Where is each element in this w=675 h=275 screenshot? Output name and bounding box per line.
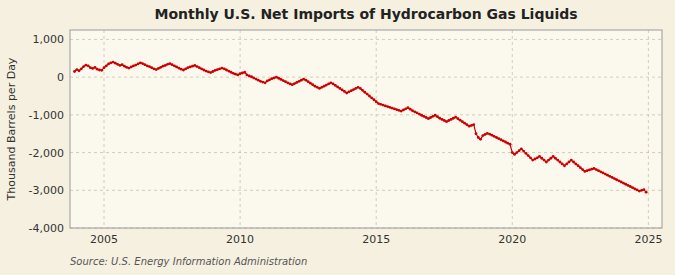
y-tick-label: -4,000 bbox=[29, 222, 64, 235]
point bbox=[568, 161, 571, 164]
point bbox=[375, 100, 378, 103]
point bbox=[645, 191, 648, 194]
y-grid-line bbox=[70, 39, 662, 40]
point bbox=[547, 159, 550, 162]
point bbox=[574, 162, 577, 165]
point bbox=[511, 151, 514, 154]
point bbox=[103, 66, 106, 69]
x-tick-label: 2020 bbox=[498, 233, 526, 246]
point bbox=[479, 138, 482, 141]
y-tick-label: 0 bbox=[57, 71, 64, 84]
point bbox=[363, 91, 366, 94]
x-tick-label: 2010 bbox=[226, 233, 254, 246]
point bbox=[459, 119, 462, 122]
x-tick-label: 2015 bbox=[362, 233, 390, 246]
point bbox=[509, 143, 512, 146]
x-tick-label: 2005 bbox=[90, 233, 118, 246]
point bbox=[561, 162, 564, 165]
point bbox=[540, 157, 543, 160]
point bbox=[565, 162, 568, 165]
plot-frame bbox=[70, 30, 662, 228]
point bbox=[570, 159, 573, 162]
point bbox=[552, 155, 555, 158]
point bbox=[87, 64, 90, 67]
point bbox=[513, 153, 516, 156]
point bbox=[366, 93, 369, 96]
x-grid-line bbox=[512, 30, 513, 228]
point bbox=[579, 166, 582, 169]
point bbox=[243, 71, 246, 74]
x-grid-line bbox=[648, 30, 649, 228]
point bbox=[520, 147, 523, 150]
point bbox=[554, 157, 557, 160]
x-tick-label: 2025 bbox=[634, 233, 662, 246]
point bbox=[572, 161, 575, 164]
title: Monthly U.S. Net Imports of Hydrocarbon … bbox=[154, 6, 577, 22]
point bbox=[545, 161, 548, 164]
point bbox=[538, 155, 541, 158]
y-tick-label: -3,000 bbox=[29, 184, 64, 197]
source-note: Source: U.S. Energy Information Administ… bbox=[70, 256, 307, 267]
point bbox=[543, 159, 546, 162]
point bbox=[100, 69, 103, 72]
point bbox=[559, 161, 562, 164]
chart: -4,000 -3,000 -2,000 -1,000 0 1,000 2005 2010 20… bbox=[0, 0, 675, 275]
y-tick-label: -1,000 bbox=[29, 109, 64, 122]
point bbox=[105, 64, 108, 67]
y-grid-line bbox=[70, 190, 662, 191]
y-grid-line bbox=[70, 114, 662, 115]
series bbox=[73, 61, 647, 194]
point bbox=[264, 81, 267, 84]
point bbox=[549, 157, 552, 160]
point bbox=[642, 188, 645, 191]
point bbox=[515, 151, 518, 154]
point bbox=[466, 123, 469, 126]
axes: -4,000 -3,000 -2,000 -1,000 0 1,000 2005 2010 20… bbox=[29, 33, 663, 246]
x-grid-line bbox=[240, 30, 241, 228]
point bbox=[336, 86, 339, 89]
point bbox=[78, 69, 81, 72]
y-grid-line bbox=[70, 77, 662, 78]
background bbox=[0, 0, 675, 275]
point bbox=[309, 82, 312, 85]
point bbox=[359, 87, 362, 90]
grid bbox=[70, 30, 662, 228]
point bbox=[577, 164, 580, 167]
plot-area bbox=[70, 30, 662, 228]
point bbox=[370, 96, 373, 99]
y-tick-label: 1,000 bbox=[33, 33, 65, 46]
line bbox=[75, 62, 647, 192]
x-grid-line bbox=[376, 30, 377, 228]
point bbox=[80, 67, 83, 70]
point bbox=[563, 164, 566, 167]
x-grid-line bbox=[104, 30, 105, 228]
point bbox=[373, 98, 376, 101]
point bbox=[522, 150, 525, 153]
y-axis-label: Thousand Barrels per Day bbox=[5, 57, 18, 201]
point bbox=[368, 95, 371, 98]
point bbox=[477, 136, 480, 139]
point bbox=[527, 154, 530, 157]
point bbox=[94, 66, 97, 69]
y-grid-line bbox=[70, 152, 662, 153]
point bbox=[556, 159, 559, 162]
y-tick-label: -2,000 bbox=[29, 147, 64, 160]
point bbox=[518, 149, 521, 152]
point bbox=[361, 89, 364, 92]
point bbox=[581, 168, 584, 171]
point bbox=[472, 123, 475, 126]
point bbox=[475, 132, 478, 135]
point bbox=[343, 90, 346, 93]
point bbox=[529, 156, 532, 159]
point bbox=[525, 152, 528, 155]
point bbox=[73, 70, 76, 73]
chart-container: -4,000 -3,000 -2,000 -1,000 0 1,000 2005 2010 20… bbox=[0, 0, 675, 275]
